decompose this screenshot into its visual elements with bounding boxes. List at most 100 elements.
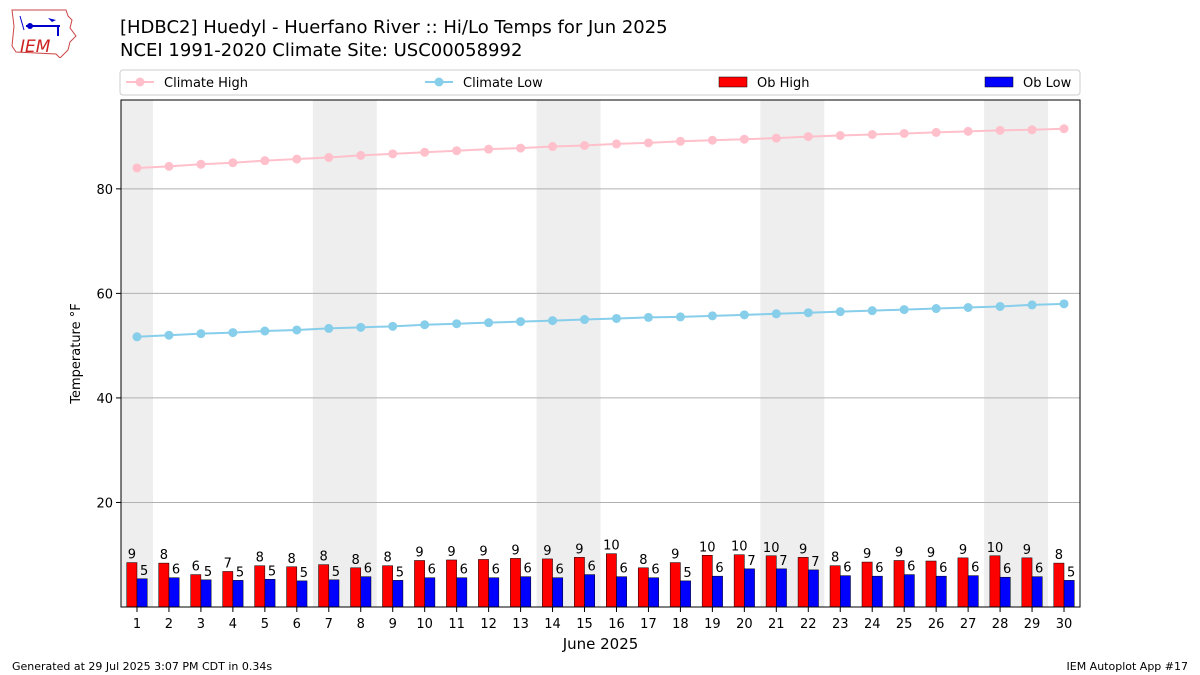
ob-high-bar-10 bbox=[414, 560, 425, 608]
climate-high-point-22 bbox=[803, 132, 813, 142]
ob-high-bar-16 bbox=[606, 553, 617, 608]
ob-low-label-16: 6 bbox=[619, 562, 627, 577]
ob-low-label-14: 6 bbox=[556, 563, 564, 578]
x-tick-label-6: 6 bbox=[293, 617, 301, 632]
ob-low-bar-17 bbox=[648, 577, 659, 608]
y-axis-label: Temperature °F bbox=[69, 303, 84, 404]
climate-low-point-6 bbox=[292, 325, 302, 335]
ob-high-label-7: 8 bbox=[320, 550, 328, 565]
ob-low-label-19: 6 bbox=[715, 561, 723, 576]
climate-low-point-1 bbox=[132, 332, 142, 342]
ob-high-label-27: 9 bbox=[959, 543, 967, 558]
x-tick-label-9: 9 bbox=[389, 617, 397, 632]
ob-low-label-28: 6 bbox=[1003, 562, 1011, 577]
iem-logo: IEM bbox=[11, 9, 77, 58]
ob-high-bar-2 bbox=[158, 562, 170, 608]
ob-low-label-11: 6 bbox=[460, 563, 468, 578]
ob-low-bar-3 bbox=[200, 579, 212, 608]
weekend-shade-3 bbox=[536, 100, 601, 607]
climate-low-point-29 bbox=[1027, 300, 1037, 310]
climate-low-point-7 bbox=[324, 323, 334, 333]
ob-high-label-1: 9 bbox=[128, 548, 136, 563]
climate-low-point-26 bbox=[931, 304, 941, 314]
ob-low-bar-12 bbox=[488, 577, 500, 608]
x-tick-label-24: 24 bbox=[864, 617, 881, 632]
climate-high-point-6 bbox=[292, 154, 302, 164]
ob-low-bar-15 bbox=[584, 574, 595, 608]
legend-label-climate-high: Climate High bbox=[164, 76, 248, 91]
x-tick-label-26: 26 bbox=[928, 617, 945, 632]
footer-generated: Generated at 29 Jul 2025 3:07 PM CDT in … bbox=[12, 660, 273, 673]
ob-low-bar-1 bbox=[136, 578, 148, 608]
ob-high-bar-13 bbox=[510, 558, 521, 608]
ob-high-bar-8 bbox=[350, 567, 361, 608]
ob-high-bar-23 bbox=[829, 565, 841, 608]
ob-high-label-15: 9 bbox=[575, 542, 583, 557]
climate-high-point-8 bbox=[356, 150, 366, 160]
ob-high-label-17: 8 bbox=[639, 553, 647, 568]
climate-low-point-18 bbox=[675, 312, 685, 322]
climate-low-point-23 bbox=[835, 307, 845, 317]
x-tick-label-18: 18 bbox=[672, 617, 689, 632]
ob-low-label-24: 6 bbox=[875, 561, 883, 576]
ob-high-bar-9 bbox=[382, 565, 393, 608]
climate-low-point-10 bbox=[420, 320, 430, 330]
ob-low-label-17: 6 bbox=[651, 563, 659, 578]
y-tick-label-80: 80 bbox=[96, 183, 113, 198]
climate-high-point-27 bbox=[963, 126, 973, 136]
ob-high-label-5: 8 bbox=[256, 551, 264, 566]
ob-low-bar-20 bbox=[744, 568, 755, 608]
x-tick-label-8: 8 bbox=[357, 617, 365, 632]
climate-high-point-10 bbox=[420, 147, 430, 157]
climate-low-point-4 bbox=[228, 328, 238, 338]
climate-low-point-11 bbox=[452, 319, 462, 329]
climate-low-point-19 bbox=[707, 311, 717, 321]
legend-label-ob-high: Ob High bbox=[757, 76, 810, 91]
climate-low-point-3 bbox=[196, 329, 206, 339]
legend-swatch-ob-high bbox=[718, 76, 748, 88]
legend-label-ob-low: Ob Low bbox=[1023, 76, 1072, 91]
climate-low-point-9 bbox=[388, 321, 398, 331]
climate-high-point-5 bbox=[260, 156, 270, 166]
ob-high-bar-24 bbox=[861, 561, 873, 608]
climate-high-point-15 bbox=[580, 140, 590, 150]
ob-high-bar-17 bbox=[637, 567, 649, 608]
climate-low-point-2 bbox=[164, 330, 174, 340]
weekend-shade-1 bbox=[121, 100, 153, 607]
climate-low-point-20 bbox=[739, 310, 749, 320]
ob-high-label-10: 9 bbox=[415, 545, 423, 560]
legend-marker-climate-high bbox=[135, 77, 145, 87]
ob-high-label-24: 9 bbox=[863, 547, 871, 562]
ob-high-label-11: 9 bbox=[447, 545, 455, 560]
ob-high-label-30: 8 bbox=[1055, 548, 1063, 563]
ob-high-label-26: 9 bbox=[927, 546, 935, 561]
x-tick-label-22: 22 bbox=[800, 617, 817, 632]
ob-high-label-9: 8 bbox=[383, 551, 391, 566]
climate-high-point-23 bbox=[835, 131, 845, 141]
ob-high-bar-3 bbox=[190, 574, 202, 608]
ob-high-bar-29 bbox=[1021, 557, 1033, 608]
ob-high-bar-4 bbox=[222, 571, 234, 608]
climate-high-point-28 bbox=[995, 125, 1005, 135]
climate-low-point-17 bbox=[643, 312, 653, 322]
plot-frame bbox=[120, 99, 1081, 608]
climate-high-point-20 bbox=[739, 134, 749, 144]
x-tick-label-5: 5 bbox=[261, 617, 269, 632]
ob-high-bar-20 bbox=[733, 554, 745, 608]
x-tick-label-15: 15 bbox=[576, 617, 593, 632]
x-tick-label-21: 21 bbox=[768, 617, 785, 632]
climate-low-point-13 bbox=[516, 317, 526, 327]
ob-low-label-25: 6 bbox=[907, 560, 915, 575]
ob-high-bar-26 bbox=[925, 560, 937, 608]
climate-high-point-25 bbox=[899, 128, 909, 138]
ob-low-bar-24 bbox=[871, 575, 883, 608]
ob-low-label-15: 6 bbox=[587, 560, 595, 575]
x-tick-label-30: 30 bbox=[1056, 617, 1073, 632]
climate-high-point-2 bbox=[164, 161, 174, 171]
x-tick-label-27: 27 bbox=[960, 617, 977, 632]
ob-low-label-7: 5 bbox=[332, 565, 340, 580]
ob-high-label-29: 9 bbox=[1023, 543, 1031, 558]
ob-high-bar-6 bbox=[286, 566, 298, 608]
x-tick-label-17: 17 bbox=[640, 617, 657, 632]
ob-low-label-13: 6 bbox=[524, 562, 532, 577]
